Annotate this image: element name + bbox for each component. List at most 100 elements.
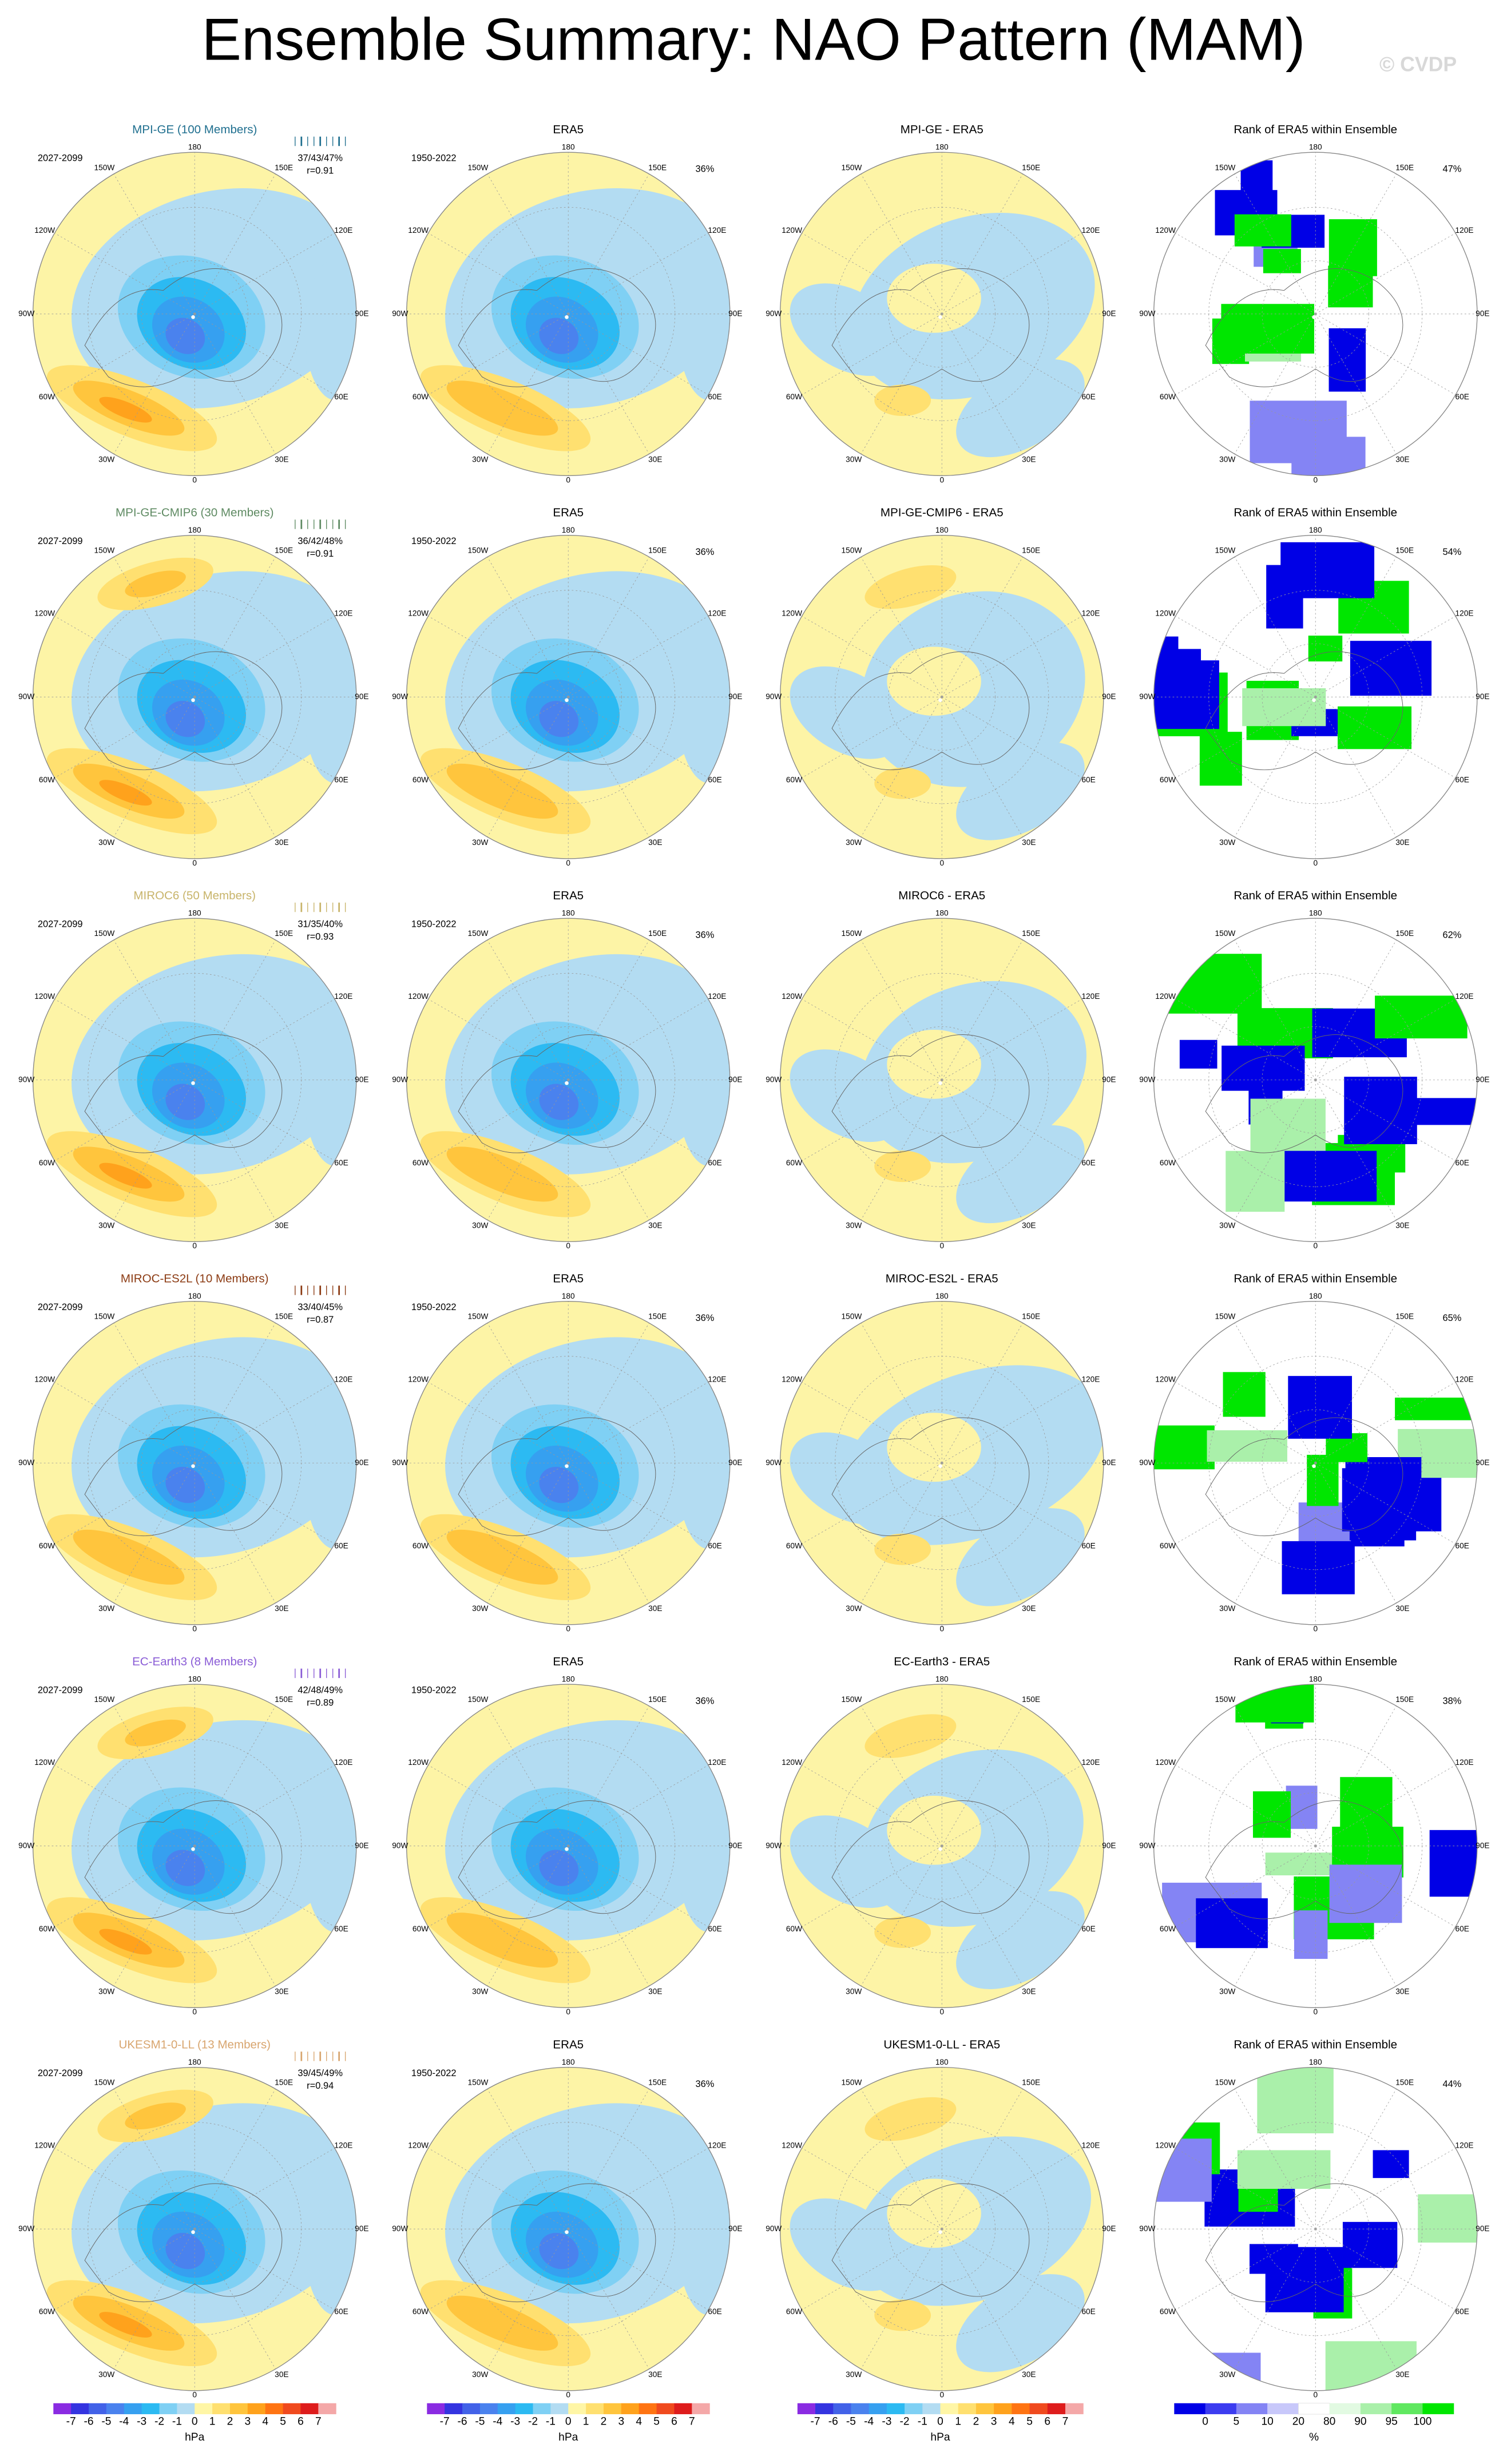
lon-label: 60E xyxy=(334,1541,348,1550)
field-contour xyxy=(678,1025,730,1166)
panel-title: MPI-GE (100 Members) xyxy=(132,123,257,136)
colorbar-label: 6 xyxy=(1044,2416,1050,2428)
lon-label: 30E xyxy=(1022,1987,1036,1996)
lon-label: 60W xyxy=(1160,775,1176,784)
corr-label: r=0.91 xyxy=(307,165,334,176)
colorbar-box xyxy=(124,2403,142,2414)
graticule-line xyxy=(487,1463,569,1604)
colorbar-box xyxy=(159,2403,177,2414)
lon-label: 0 xyxy=(939,475,944,484)
field-contour xyxy=(539,701,579,737)
graticule-line xyxy=(568,233,709,315)
rank-patch xyxy=(1235,1684,1314,1723)
graticule-line xyxy=(568,2089,649,2229)
pattern-percent: 38% xyxy=(1443,1696,1462,1707)
graticule-line xyxy=(1315,1846,1456,1927)
graticule-line xyxy=(194,2089,276,2229)
pole-marker xyxy=(565,315,569,319)
graticule-line xyxy=(487,557,569,697)
lon-label: 60E xyxy=(1081,1541,1095,1550)
watermark: © CVDP xyxy=(1379,53,1457,76)
lon-label: 60W xyxy=(1160,1541,1176,1550)
graticule-line xyxy=(428,696,569,778)
lon-label: 0 xyxy=(192,859,197,867)
graticule-line xyxy=(802,696,942,778)
graticule-line xyxy=(860,1323,942,1463)
lon-label: 120W xyxy=(34,2141,55,2149)
colorbar-box xyxy=(445,2403,463,2414)
graticule-line xyxy=(568,939,649,1080)
lon-label: 180 xyxy=(188,909,201,918)
lon-label: 120W xyxy=(408,1375,429,1383)
field-contour xyxy=(99,780,152,806)
lon-label: 60W xyxy=(39,392,55,401)
pattern-percent: 44% xyxy=(1443,2079,1462,2089)
graticule-line xyxy=(802,999,942,1081)
graticule-circle xyxy=(514,643,622,751)
field-contour xyxy=(99,1162,152,1189)
graticule-line xyxy=(860,314,942,454)
lon-label: 150W xyxy=(1215,929,1236,938)
graticule-line xyxy=(568,1705,649,1846)
graticule-line xyxy=(487,2228,569,2370)
lon-label: 30E xyxy=(1395,1987,1409,1996)
lon-label: 90E xyxy=(1102,1841,1116,1850)
colorbar-label: -2 xyxy=(154,2416,164,2428)
lon-label: 120W xyxy=(34,226,55,235)
lon-label: 180 xyxy=(935,1675,949,1684)
lon-label: 120E xyxy=(708,609,726,617)
field-contour xyxy=(446,2295,558,2351)
colorbar-label: 0 xyxy=(937,2416,943,2428)
rank-patch xyxy=(1429,1830,1477,1897)
stats-label: 37/43/47% xyxy=(298,153,343,164)
colorbar-label: 10 xyxy=(1261,2416,1273,2428)
colorbar-box xyxy=(940,2403,959,2414)
graticule-line xyxy=(194,1705,276,1846)
corr-label: r=0.93 xyxy=(307,931,334,942)
lon-label: 0 xyxy=(939,859,944,867)
colorbar-box xyxy=(692,2403,710,2414)
lon-label: 60E xyxy=(334,2307,348,2316)
lon-label: 0 xyxy=(1313,475,1318,484)
graticule-line xyxy=(1175,314,1316,395)
graticule-circle xyxy=(1262,643,1369,751)
graticule-line xyxy=(568,557,649,697)
corr-label: r=0.87 xyxy=(307,1315,334,1325)
lon-label: 180 xyxy=(1309,909,1322,918)
colorbar-box xyxy=(71,2403,89,2414)
rank-patch xyxy=(1328,328,1366,392)
coastline xyxy=(1205,2183,1403,2303)
lon-label: 60E xyxy=(708,1925,721,1933)
graticule-line xyxy=(113,1080,195,1220)
lon-label: 120W xyxy=(34,1375,55,1383)
lon-label: 60W xyxy=(1160,1158,1176,1167)
period-label: 2027-2099 xyxy=(38,2068,83,2078)
lon-label: 0 xyxy=(1313,859,1318,867)
rank-patch xyxy=(1307,1454,1339,1506)
field-contour xyxy=(304,642,356,784)
rank-patch xyxy=(1265,1852,1336,1876)
lon-label: 150W xyxy=(1215,2078,1236,2087)
colorbar-box xyxy=(141,2403,160,2414)
colorbar-box xyxy=(603,2403,622,2414)
colorbar-label: -5 xyxy=(846,2416,856,2428)
graticule-line xyxy=(1234,697,1316,838)
lon-label: 0 xyxy=(939,2391,944,2399)
map-frame xyxy=(779,918,1104,1243)
lon-label: 30W xyxy=(846,1604,862,1613)
lon-label: 150W xyxy=(94,163,114,172)
lon-label: 120E xyxy=(708,992,726,1001)
graticule-line xyxy=(941,2228,1023,2370)
map-frame xyxy=(32,918,357,1243)
colorbar-box xyxy=(586,2403,604,2414)
lon-label: 60W xyxy=(786,2307,802,2316)
lon-label: 60E xyxy=(1081,2307,1095,2316)
lon-label: 30W xyxy=(846,1987,862,1996)
graticule-line xyxy=(113,2089,195,2229)
graticule-line xyxy=(1175,696,1316,778)
lon-label: 30E xyxy=(1022,455,1036,464)
colorbar-label: 100 xyxy=(1413,2416,1431,2428)
graticule-line xyxy=(802,314,942,395)
colorbar-label: -7 xyxy=(440,2416,450,2428)
lon-label: 120W xyxy=(1155,992,1176,1001)
